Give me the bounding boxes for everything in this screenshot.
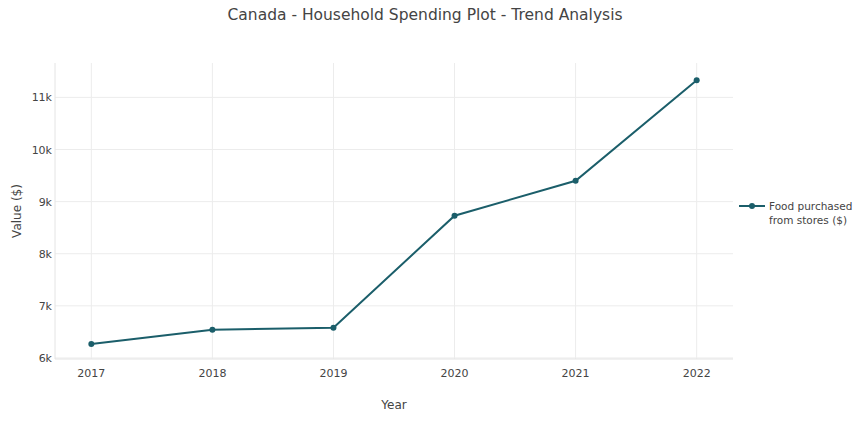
data-layer xyxy=(88,77,699,347)
x-grid-line xyxy=(575,63,576,359)
series-marker xyxy=(573,178,579,184)
y-axis-line xyxy=(55,63,56,359)
series-line xyxy=(91,80,696,344)
y-grid-line xyxy=(55,149,733,150)
y-axis-title: Value ($) xyxy=(10,184,24,238)
y-grid-line xyxy=(55,357,733,358)
x-tick-label: 2021 xyxy=(562,367,590,380)
series-marker xyxy=(452,213,458,219)
legend-marker xyxy=(749,203,755,209)
legend-label-line: from stores ($) xyxy=(769,214,847,226)
x-grid-line xyxy=(333,63,334,359)
y-grid-line xyxy=(55,97,733,98)
x-tick-label: 2020 xyxy=(441,367,469,380)
y-tick-label: 10k xyxy=(32,144,53,157)
y-grid-line xyxy=(55,305,733,306)
y-grid-line xyxy=(55,253,733,254)
legend-label: Food purchased from stores ($) xyxy=(769,200,852,226)
y-tick-label: 8k xyxy=(39,248,53,261)
chart: Canada - Household Spending Plot - Trend… xyxy=(0,0,863,423)
y-tick-label: 7k xyxy=(39,300,53,313)
x-grid-line xyxy=(91,63,92,359)
y-tick-label: 6k xyxy=(39,352,53,365)
y-tick-label: 11k xyxy=(32,91,53,104)
series-marker xyxy=(88,341,94,347)
series-marker xyxy=(209,327,215,333)
x-grid-line xyxy=(212,63,213,359)
x-grid-line xyxy=(696,63,697,359)
series-marker xyxy=(330,325,336,331)
x-tick-label: 2018 xyxy=(198,367,226,380)
title: Canada - Household Spending Plot - Trend… xyxy=(227,6,622,24)
y-tick-label: 9k xyxy=(39,196,53,209)
legend-item: Food purchased from stores ($) xyxy=(739,200,852,226)
grid xyxy=(55,63,733,359)
x-axis-line xyxy=(55,359,733,360)
x-tick-label: 2019 xyxy=(319,367,347,380)
legend-label-line: Food purchased xyxy=(769,200,852,212)
x-grid-line xyxy=(454,63,455,359)
y-grid-line xyxy=(55,201,733,202)
x-tick-label: 2017 xyxy=(77,367,105,380)
x-tick-label: 2022 xyxy=(683,367,711,380)
series-marker xyxy=(694,77,700,83)
x-axis-title: Year xyxy=(380,398,406,412)
